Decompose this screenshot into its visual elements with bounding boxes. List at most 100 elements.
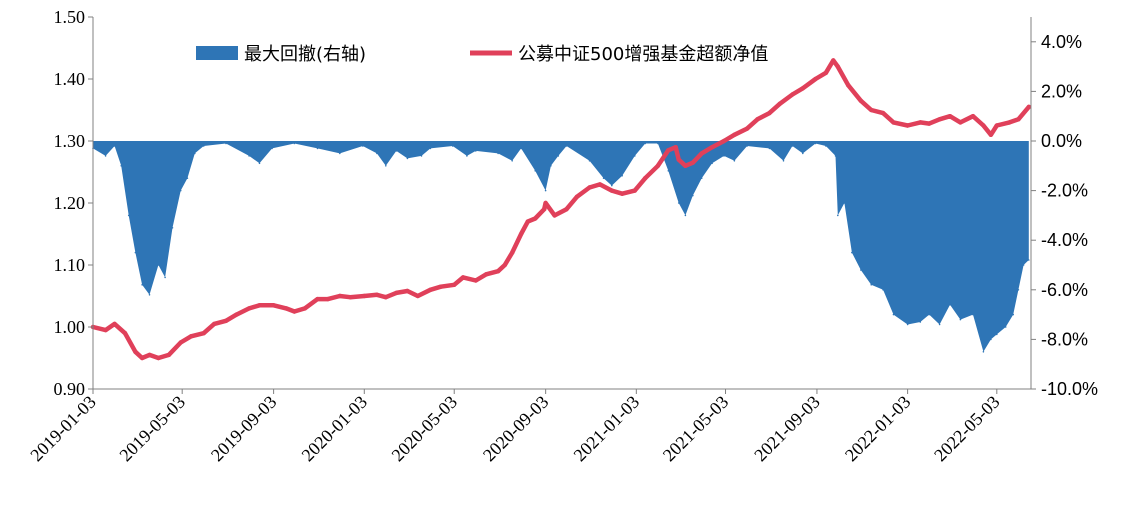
excess-nav-point [374, 292, 380, 297]
drawdown-point [733, 160, 736, 162]
excess-nav-point [234, 312, 239, 317]
drawdown-point [1004, 326, 1007, 328]
excess-nav-point [337, 293, 342, 299]
excess-nav-point [767, 110, 772, 116]
excess-nav-point [156, 355, 161, 361]
drawdown-point [1028, 259, 1030, 261]
drawdown-point [882, 289, 884, 291]
drawdown-point [657, 142, 659, 145]
drawdown-point [316, 147, 319, 150]
drawdown-point [814, 142, 817, 145]
drawdown-point [802, 152, 804, 155]
drawdown-point [677, 202, 680, 204]
drawdown-point [723, 155, 725, 157]
drawdown-point [851, 251, 853, 254]
excess-nav-point [542, 207, 547, 212]
excess-nav-point [473, 278, 478, 283]
x-tick-label: 2019-05-03 [115, 392, 189, 466]
drawdown-point [148, 294, 151, 296]
excess-nav-point [166, 352, 171, 358]
drawdown-point [972, 313, 974, 316]
right-tick-label: 4.0% [1041, 32, 1082, 52]
excess-nav-point [970, 114, 976, 119]
excess-nav-point [325, 296, 331, 302]
drawdown-point [870, 284, 872, 286]
drawdown-point [1012, 313, 1014, 316]
drawdown-point [248, 155, 250, 157]
excess-nav-point [632, 188, 637, 193]
drawdown-point [475, 150, 477, 152]
excess-nav-point [502, 262, 507, 268]
drawdown-point [837, 214, 839, 217]
excess-nav-point [383, 295, 388, 300]
excess-nav-point [315, 296, 320, 302]
excess-nav-point [552, 213, 557, 218]
excess-nav-point [257, 303, 262, 308]
excess-nav-point [823, 70, 829, 76]
excess-nav-point [460, 275, 466, 280]
drawdown-point [588, 160, 591, 162]
excess-nav-point [518, 231, 524, 237]
drawdown-point [420, 155, 423, 157]
x-tick-label: 2021-05-03 [659, 392, 733, 466]
excess-nav-point [732, 132, 737, 137]
right-tick-label: -2.0% [1041, 181, 1088, 201]
drawdown-point [157, 264, 160, 266]
x-tick-label: 2020-05-03 [388, 392, 462, 466]
excess-nav-point [188, 334, 194, 339]
drawdown-point [258, 162, 261, 165]
legend-label-excess-nav: 公募中证500增强基金超额净值 [518, 44, 768, 65]
left-tick-label: 1.00 [54, 317, 86, 337]
excess-nav-point [574, 194, 580, 199]
excess-nav-point [905, 123, 910, 128]
x-tick-label: 2021-09-03 [750, 392, 824, 466]
drawdown-point [938, 323, 941, 326]
excess-nav-point [525, 219, 530, 224]
drawdown-point [406, 157, 409, 160]
excess-nav-point [620, 191, 625, 196]
excess-nav-point [122, 331, 128, 336]
drawdown-area-layer [92, 141, 1030, 353]
drawdown-point [700, 177, 703, 179]
drawdown-point [557, 155, 560, 157]
excess-nav-point [858, 98, 863, 103]
excess-nav-point [831, 58, 836, 63]
excess-nav-point [683, 163, 688, 168]
drawdown-point [202, 145, 205, 147]
drawdown-point [120, 165, 122, 167]
excess-nav-point [223, 318, 229, 323]
drawdown-point [621, 174, 623, 177]
drawdown-point [293, 142, 296, 145]
x-tick-label: 2022-05-03 [930, 392, 1004, 466]
excess-nav-point [994, 123, 999, 128]
excess-nav-point [543, 200, 548, 206]
drawdown-point [919, 321, 922, 323]
excess-nav-point [348, 295, 353, 300]
drawdown-point [782, 160, 785, 162]
excess-nav-point [709, 145, 715, 150]
drawdown-point [1022, 264, 1025, 266]
drawdown-point [134, 251, 137, 254]
drawdown-point [996, 333, 998, 336]
excess-nav-point [609, 188, 614, 193]
drawdown-point [768, 147, 771, 150]
drawdown-point [667, 170, 670, 172]
excess-nav-point [587, 185, 592, 190]
drawdown-point [544, 189, 547, 192]
excess-nav-point [597, 182, 603, 187]
excess-nav-point [564, 207, 569, 212]
drawdown-point [376, 152, 378, 155]
excess-nav-point [212, 321, 217, 327]
excess-nav-point [699, 151, 704, 156]
right-tick-label: -6.0% [1041, 280, 1088, 300]
excess-nav-point [813, 76, 818, 82]
legend-swatch-drawdown [196, 46, 238, 60]
excess-nav-point [947, 114, 953, 119]
excess-nav-point [937, 117, 942, 122]
excess-nav-point [484, 272, 489, 277]
excess-nav-point [428, 287, 433, 292]
excess-nav-point [755, 117, 760, 122]
excess-nav-point [800, 86, 805, 91]
excess-nav-line-layer [90, 58, 1032, 361]
drawdown-area [93, 141, 1029, 352]
